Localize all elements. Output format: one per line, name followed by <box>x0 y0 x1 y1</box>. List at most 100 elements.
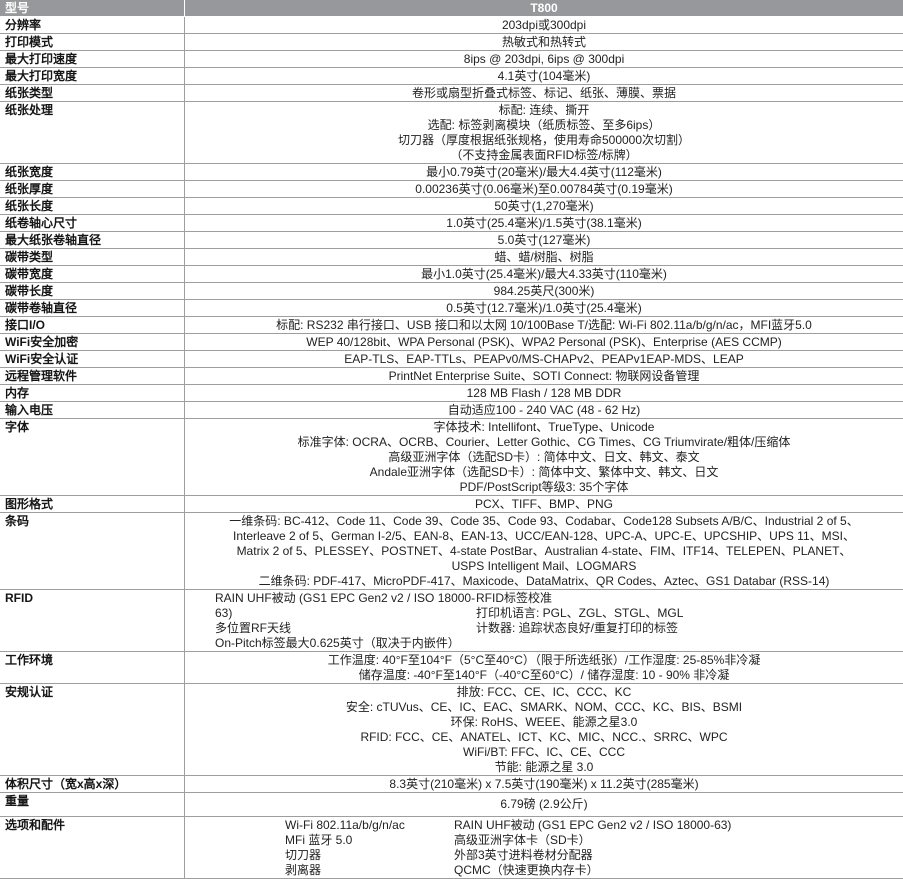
spec-row: 纸张处理 标配: 连续、撕开 选配: 标签剥离模块（纸质标签、至多6ips） 切刀器（… <box>0 102 903 164</box>
spec-value: 0.5英寸(12.7毫米)/1.0英寸(25.4毫米) <box>185 300 903 316</box>
spec-value: 标配: 连续、撕开 选配: 标签剥离模块（纸质标签、至多6ips） 切刀器（厚度根据… <box>185 102 903 163</box>
spec-row: 内存 128 MB Flash / 128 MB DDR <box>0 385 903 402</box>
spec-row: 打印模式 热敏式和热转式 <box>0 34 903 51</box>
spec-label: 型号 <box>0 0 185 16</box>
spec-value-line: 环保: RoHS、WEEE、能源之星3.0 <box>450 715 638 729</box>
spec-value-line: PDF/PostScript等级3: 35个字体 <box>459 480 629 494</box>
spec-row: 最大打印速度 8ips @ 203dpi, 6ips @ 300dpi <box>0 51 903 68</box>
spec-value: 984.25英尺(300米) <box>185 283 903 299</box>
spec-value: 最小0.79英寸(20毫米)/最大4.4英寸(112毫米) <box>185 164 903 180</box>
spec-label: 碳带长度 <box>0 283 185 299</box>
spec-value-line: 字体技术: Intellifont、TrueType、Unicode <box>433 420 655 434</box>
spec-value-line: PCX、TIFF、BMP、PNG <box>474 497 613 511</box>
spec-row: 碳带卷轴直径 0.5英寸(12.7毫米)/1.0英寸(25.4毫米) <box>0 300 903 317</box>
spec-label: 选项和配件 <box>0 817 185 878</box>
spec-label: 接口I/O <box>0 317 185 333</box>
spec-label: 最大打印速度 <box>0 51 185 67</box>
spec-value: 1.0英寸(25.4毫米)/1.5英寸(38.1毫米) <box>185 215 903 231</box>
spec-value: 排放: FCC、CE、IC、CCC、KC 安全: cTUVus、CE、IC、EAC… <box>185 684 903 775</box>
spec-value: 203dpi或300dpi <box>185 17 903 33</box>
spec-row: 安规认证 排放: FCC、CE、IC、CCC、KC 安全: cTUVus、CE、IC… <box>0 684 903 776</box>
spec-value: WEP 40/128bit、WPA Personal (PSK)、WPA2 Pe… <box>185 334 903 350</box>
spec-value-line: 4.1英寸(104毫米) <box>497 69 591 83</box>
spec-value-line: Matrix 2 of 5、PLESSEY、POSTNET、4-state Po… <box>236 544 852 558</box>
spec-row: 条码 一维条码: BC-412、Code 11、Code 39、Code 35、C… <box>0 513 903 590</box>
spec-value: 蜡、蜡/树脂、树脂 <box>185 249 903 265</box>
spec-value: PCX、TIFF、BMP、PNG <box>185 496 903 512</box>
spec-value-line: 8.3英寸(210毫米) x 7.5英寸(190毫米) x 11.2英寸(285… <box>389 777 699 791</box>
spec-label: 纸张厚度 <box>0 181 185 197</box>
spec-row: 纸张宽度 最小0.79英寸(20毫米)/最大4.4英寸(112毫米) <box>0 164 903 181</box>
spec-value: 最小1.0英寸(25.4毫米)/最大4.33英寸(110毫米) <box>185 266 903 282</box>
spec-value-line: Andale亚洲字体（选配SD卡）: 简体中文、繁体中文、韩文、日文 <box>369 465 719 479</box>
spec-value-columns: Wi-Fi 802.11a/b/g/n/ac MFi 蓝牙 5.0 切刀器 剥离器 RA… <box>188 818 900 878</box>
spec-value-line: 1.0英寸(25.4毫米)/1.5英寸(38.1毫米) <box>446 216 642 230</box>
spec-row: 碳带长度 984.25英尺(300米) <box>0 283 903 300</box>
spec-value-line: 切刀器（厚度根据纸张规格，使用寿命500000次切割） <box>397 133 691 147</box>
spec-row: 字体 字体技术: Intellifont、TrueType、Unicode 标准字体… <box>0 419 903 496</box>
spec-row: 分辨率 203dpi或300dpi <box>0 17 903 34</box>
spec-label: 分辨率 <box>0 17 185 33</box>
spec-value: T800 <box>185 0 903 16</box>
spec-value: 128 MB Flash / 128 MB DDR <box>185 385 903 401</box>
spec-value-line: RAIN UHF被动 (GS1 EPC Gen2 v2 / ISO 18000-… <box>215 591 476 620</box>
spec-value-col-left: RAIN UHF被动 (GS1 EPC Gen2 v2 / ISO 18000-… <box>215 591 476 651</box>
spec-label: RFID <box>0 590 185 651</box>
spec-value: RAIN UHF被动 (GS1 EPC Gen2 v2 / ISO 18000-… <box>185 590 903 651</box>
spec-value-line: RFID标签校准 <box>476 591 552 605</box>
spec-value: 一维条码: BC-412、Code 11、Code 39、Code 35、Cod… <box>185 513 903 589</box>
spec-header-row: 型号 T800 <box>0 0 903 17</box>
spec-row: 远程管理软件 PrintNet Enterprise Suite、SOTI Con… <box>0 368 903 385</box>
spec-value-line: 0.5英寸(12.7毫米)/1.0英寸(25.4毫米) <box>446 301 642 315</box>
spec-label: WiFi安全加密 <box>0 334 185 350</box>
spec-value-line: 最小1.0英寸(25.4毫米)/最大4.33英寸(110毫米) <box>421 267 667 281</box>
spec-value-line: 6.79磅 (2.9公斤) <box>500 797 588 811</box>
spec-row: 最大打印宽度 4.1英寸(104毫米) <box>0 68 903 85</box>
spec-value-line: 二维条码: PDF-417、MicroPDF-417、Maxicode、Data… <box>258 574 830 588</box>
spec-row: 体积尺寸（宽x高x深） 8.3英寸(210毫米) x 7.5英寸(190毫米) x… <box>0 776 903 793</box>
spec-label: 内存 <box>0 385 185 401</box>
spec-value-line: 128 MB Flash / 128 MB DDR <box>466 386 622 400</box>
spec-value-line: 安全: cTUVus、CE、IC、EAC、SMARK、NOM、CCC、KC、BI… <box>345 700 743 714</box>
spec-label: 体积尺寸（宽x高x深） <box>0 776 185 792</box>
spec-row: WiFi安全加密 WEP 40/128bit、WPA Personal (PSK)… <box>0 334 903 351</box>
spec-value-line: 剥离器 <box>285 863 322 877</box>
spec-value-line: 8ips @ 203dpi, 6ips @ 300dpi <box>463 52 625 66</box>
spec-value-line: 蜡、蜡/树脂、树脂 <box>494 250 594 264</box>
spec-value: EAP-TLS、EAP-TTLs、PEAPv0/MS-CHAPv2、PEAPv1… <box>185 351 903 367</box>
spec-value: 卷形或扇型折叠式标签、标记、纸张、薄膜、票据 <box>185 85 903 101</box>
spec-label: 碳带类型 <box>0 249 185 265</box>
spec-value-line: Interleave 2 of 5、German I-2/5、EAN-8、EAN… <box>233 529 855 543</box>
spec-row: 接口I/O 标配: RS232 串行接口、USB 接口和以太网 10/100Bas… <box>0 317 903 334</box>
spec-value-col-left: Wi-Fi 802.11a/b/g/n/ac MFi 蓝牙 5.0 切刀器 剥离器 <box>285 818 454 878</box>
spec-value-line: 一维条码: BC-412、Code 11、Code 39、Code 35、Cod… <box>229 514 859 528</box>
spec-value-line: PrintNet Enterprise Suite、SOTI Connect: … <box>388 369 700 383</box>
spec-value: 6.79磅 (2.9公斤) <box>185 793 903 816</box>
spec-value: Wi-Fi 802.11a/b/g/n/ac MFi 蓝牙 5.0 切刀器 剥离器 RA… <box>185 817 903 878</box>
spec-value-line: 高级亚洲字体（选配SD卡）: 简体中文、日文、韩文、泰文 <box>388 450 700 464</box>
spec-value-line: （不支持金属表面RFID标签/标牌） <box>450 148 638 162</box>
spec-label: 纸卷轴心尺寸 <box>0 215 185 231</box>
spec-label: 字体 <box>0 419 185 495</box>
spec-value-col-right: RAIN UHF被动 (GS1 EPC Gen2 v2 / ISO 18000-… <box>454 818 900 878</box>
spec-value-line: T800 <box>530 1 558 15</box>
spec-value: 5.0英寸(127毫米) <box>185 232 903 248</box>
spec-value-line: 标准字体: OCRA、OCRB、Courier、Letter Gothic、CG… <box>297 435 791 449</box>
spec-value: 50英寸(1,270毫米) <box>185 198 903 214</box>
spec-value: 热敏式和热转式 <box>185 34 903 50</box>
spec-label: 碳带卷轴直径 <box>0 300 185 316</box>
spec-label: 最大打印宽度 <box>0 68 185 84</box>
spec-row: RFID RAIN UHF被动 (GS1 EPC Gen2 v2 / ISO 18… <box>0 590 903 652</box>
spec-row: 碳带类型 蜡、蜡/树脂、树脂 <box>0 249 903 266</box>
spec-value-line: 打印机语言: PGL、ZGL、STGL、MGL <box>476 606 684 620</box>
spec-label: 图形格式 <box>0 496 185 512</box>
spec-value: 4.1英寸(104毫米) <box>185 68 903 84</box>
spec-value: 标配: RS232 串行接口、USB 接口和以太网 10/100Base T/选… <box>185 317 903 333</box>
spec-value: 8.3英寸(210毫米) x 7.5英寸(190毫米) x 11.2英寸(285… <box>185 776 903 792</box>
spec-value-line: USPS Intelligent Mail、LOGMARS <box>451 559 637 573</box>
spec-value-line: RFID: FCC、CE、ANATEL、ICT、KC、MIC、NCC.、SRRC… <box>360 730 728 744</box>
spec-value-line: 标配: 连续、撕开 <box>498 103 590 117</box>
spec-value-line: 高级亚洲字体卡（SD卡） <box>454 833 591 847</box>
spec-value-line: 热敏式和热转式 <box>501 35 586 49</box>
